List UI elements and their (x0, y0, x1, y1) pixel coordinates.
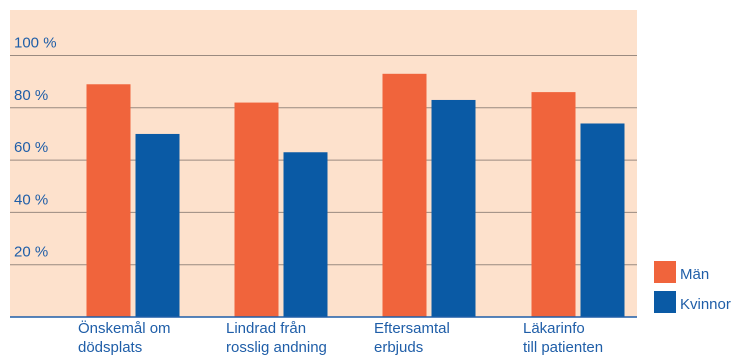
y-tick-label: 40 % (14, 191, 48, 208)
bar-kvinnor (580, 123, 625, 318)
category-label: dödsplats (78, 339, 142, 356)
y-tick-label: 60 % (14, 139, 48, 156)
legend-swatch (654, 261, 676, 283)
category-label: till patienten (523, 339, 603, 356)
category-label: Läkarinfo (523, 320, 585, 337)
bar-kvinnor (283, 152, 328, 317)
bar-kvinnor (431, 99, 476, 317)
bar-man (531, 92, 576, 317)
bar-man (234, 102, 279, 317)
legend-swatch (654, 291, 676, 313)
bar-kvinnor (135, 133, 180, 317)
bar-man (86, 84, 131, 317)
category-label: Önskemål om (78, 319, 171, 337)
y-tick-label: 80 % (14, 87, 48, 104)
legend-label: Kvinnor (680, 296, 731, 313)
y-tick-label: 100 % (14, 35, 57, 52)
legend-label: Män (680, 266, 709, 283)
bar-man (382, 73, 427, 318)
y-tick-label: 20 % (14, 244, 48, 261)
category-label: erbjuds (374, 339, 423, 356)
category-label: rosslig andning (226, 339, 327, 356)
category-label: Lindrad från (226, 320, 306, 337)
category-label: Eftersamtal (374, 320, 450, 337)
